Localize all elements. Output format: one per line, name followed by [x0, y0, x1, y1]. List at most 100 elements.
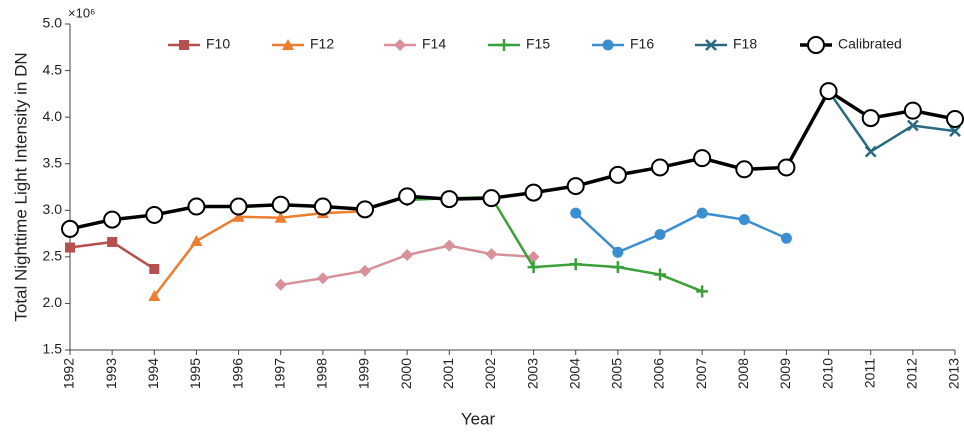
data-point: [61, 219, 79, 238]
legend-marker: [282, 39, 294, 50]
y-tick-label: 2.0: [43, 294, 63, 310]
data-point: [946, 110, 964, 129]
x-axis-title: Year: [461, 409, 496, 428]
y-tick-label: 2.5: [43, 248, 63, 264]
legend-marker: [498, 39, 510, 51]
x-tick-label: 2013: [946, 358, 962, 389]
legend-label: F18: [733, 36, 757, 52]
data-point: [654, 268, 666, 281]
y-tick-label: 4.0: [43, 108, 63, 124]
x-tick-label: 2001: [440, 358, 456, 389]
legend-label: F15: [526, 36, 550, 52]
series-line: [153, 209, 366, 297]
data-point: [145, 205, 164, 224]
data-point: [443, 239, 456, 252]
y-tick-label: 5.0: [43, 15, 63, 31]
x-tick-label: 1995: [187, 358, 203, 389]
data-point: [271, 195, 290, 214]
x-tick-label: 2002: [482, 358, 498, 389]
data-point: [566, 177, 585, 196]
data-point: [651, 158, 669, 177]
data-point: [148, 289, 161, 301]
data-point: [107, 236, 118, 247]
series-line: [574, 211, 787, 254]
x-tick-label: 1999: [356, 358, 372, 389]
legend-marker: [394, 39, 406, 51]
x-tick-label: 1996: [229, 358, 245, 389]
x-tick-label: 2012: [904, 358, 920, 389]
data-point: [187, 197, 206, 216]
legend-marker: [807, 36, 825, 54]
data-point: [738, 214, 750, 226]
data-point: [735, 160, 754, 179]
legend-label: F12: [310, 36, 334, 52]
data-point: [485, 248, 498, 261]
legend-marker: [602, 39, 614, 51]
legend-marker: [179, 40, 189, 50]
data-point: [316, 272, 329, 285]
data-point: [949, 125, 961, 137]
data-point: [65, 242, 75, 253]
data-point: [654, 229, 666, 241]
series-line: [69, 88, 956, 231]
y-axis-title: Total Nighttime Light Intensity in DN: [11, 52, 30, 321]
x-tick-label: 2011: [861, 358, 877, 388]
data-point: [359, 264, 371, 277]
x-tick-label: 2000: [398, 358, 414, 389]
data-point: [356, 200, 374, 219]
data-point: [527, 261, 540, 274]
data-point: [482, 189, 501, 208]
legend-label: Calibrated: [838, 36, 902, 52]
data-point: [906, 119, 919, 132]
x-tick-label: 1992: [61, 358, 77, 389]
legend-marker: [705, 39, 717, 51]
x-tick-label: 2005: [609, 358, 625, 389]
legend-label: F14: [422, 36, 446, 52]
data-point: [611, 261, 624, 274]
y-multiplier: ×10⁶: [68, 5, 95, 20]
data-point: [819, 82, 838, 101]
x-tick-label: 2010: [819, 358, 835, 389]
y-tick-label: 1.5: [43, 341, 63, 357]
data-point: [608, 165, 627, 184]
data-point: [777, 158, 796, 177]
data-point: [274, 278, 287, 291]
legend-label: F10: [206, 36, 230, 52]
data-point: [570, 207, 582, 219]
data-point: [696, 207, 708, 219]
data-point: [398, 187, 417, 206]
data-point: [524, 183, 543, 202]
x-tick-label: 2006: [651, 358, 667, 389]
x-tick-label: 2007: [693, 358, 709, 389]
x-tick-label: 2004: [566, 358, 582, 389]
data-point: [612, 246, 624, 258]
data-point: [696, 285, 709, 298]
x-tick-label: 1994: [145, 358, 161, 389]
y-tick-label: 3.5: [43, 154, 63, 170]
data-point: [313, 197, 332, 216]
data-point: [569, 258, 582, 271]
legend-label: F16: [630, 36, 654, 52]
x-tick-label: 2008: [735, 358, 751, 389]
data-point: [864, 145, 877, 158]
data-point: [440, 190, 459, 209]
data-point: [693, 149, 712, 168]
data-point: [274, 211, 287, 223]
x-tick-label: 2003: [524, 358, 540, 389]
data-point: [190, 235, 203, 247]
data-point: [780, 232, 792, 244]
data-point: [103, 210, 122, 229]
data-point: [401, 248, 414, 261]
x-tick-label: 2009: [777, 358, 793, 389]
y-tick-label: 3.0: [43, 201, 63, 217]
series-line: [827, 90, 956, 154]
x-tick-label: 1997: [271, 358, 287, 389]
y-tick-label: 4.5: [43, 61, 63, 77]
data-point: [232, 210, 245, 222]
x-tick-label: 1993: [103, 358, 119, 389]
data-point: [861, 109, 880, 128]
data-point: [149, 263, 160, 274]
data-point: [903, 101, 922, 120]
x-tick-label: 1998: [314, 358, 330, 389]
